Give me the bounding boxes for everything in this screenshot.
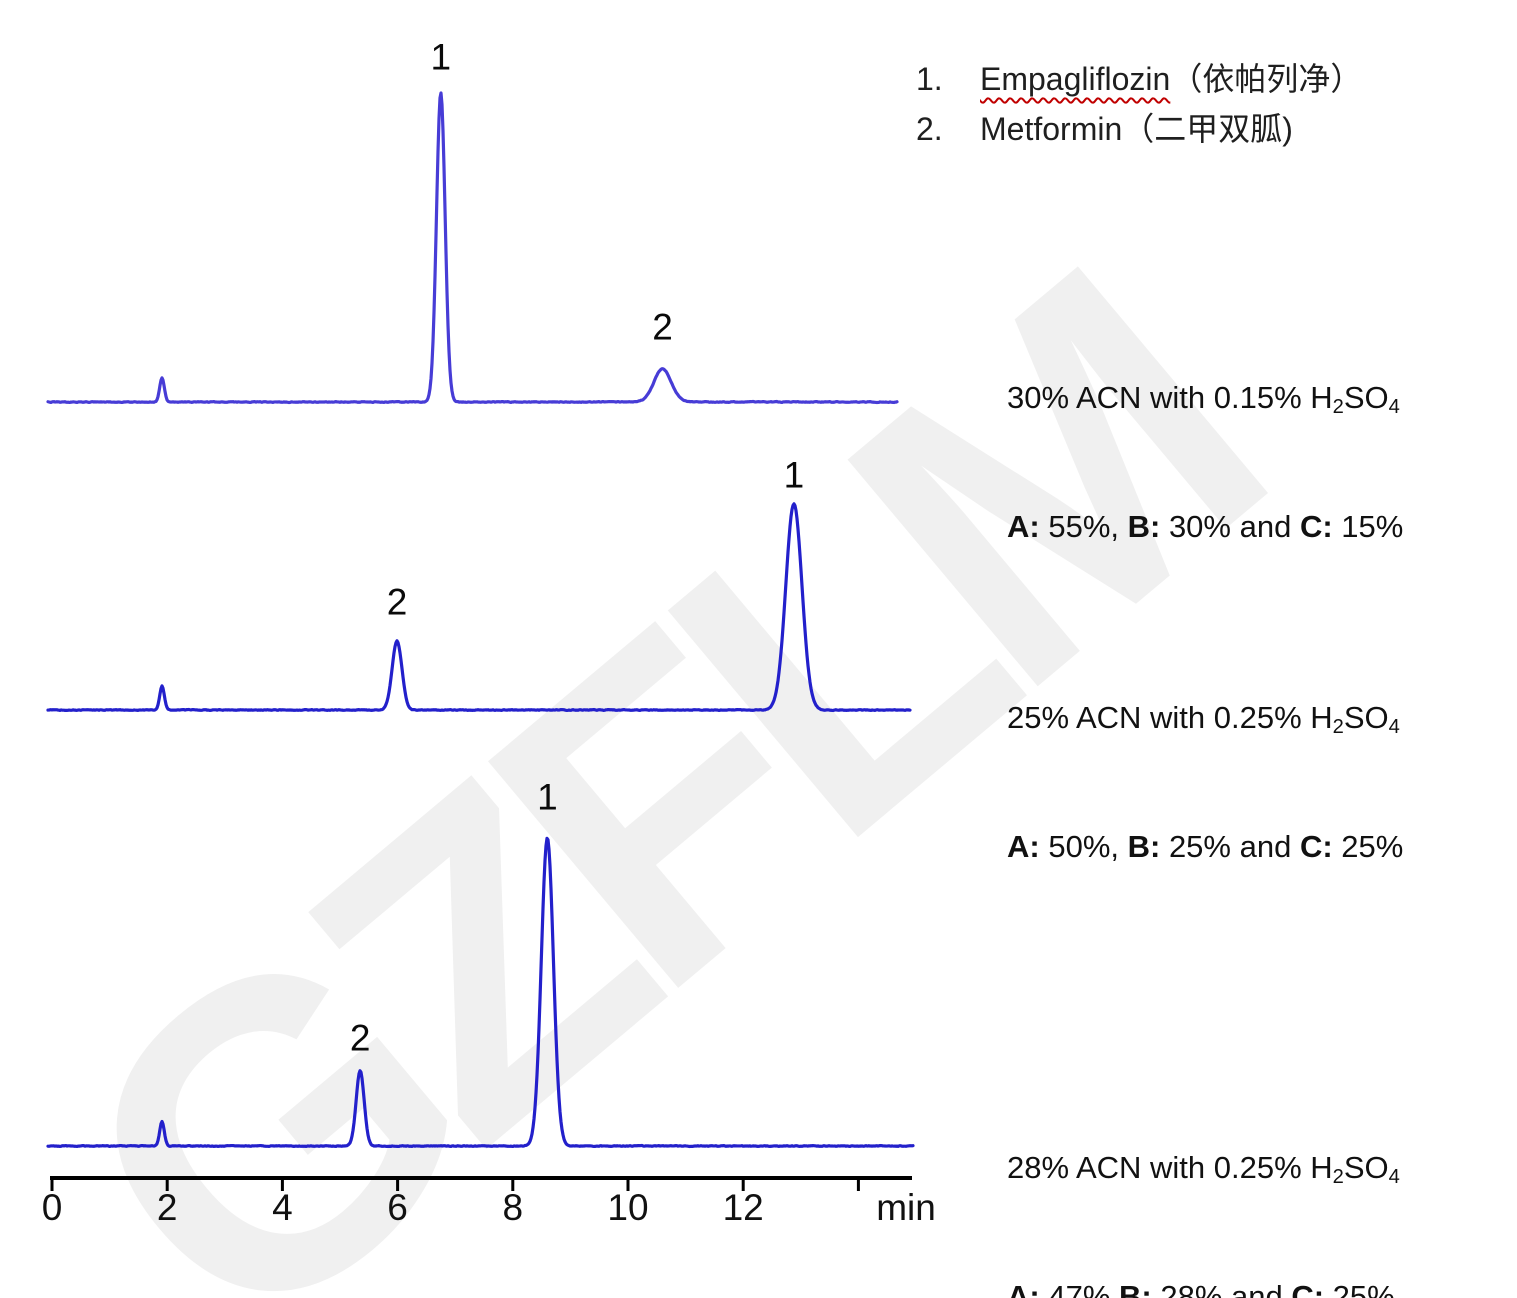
- legend-item: 1. Empagliflozin（依帕列净）: [916, 54, 1362, 104]
- gradient-line: A: 47% B: 28% and C: 25%: [1007, 1277, 1400, 1298]
- peak-label-2-trace-2: 2: [387, 582, 408, 623]
- peak-label-2-trace-3: 2: [350, 1018, 371, 1059]
- subscript: 4: [1388, 1166, 1400, 1189]
- gradient-c-value: 25%: [1332, 829, 1404, 865]
- legend-item-name: Empagliflozin: [980, 61, 1171, 97]
- legend-item: 2. Metformin（二甲双胍): [916, 104, 1362, 154]
- mobile-phase-text: 25% ACN with 0.25% H: [1007, 700, 1333, 735]
- x-axis-tick-label: 6: [387, 1187, 408, 1228]
- trace-path-2: [46, 502, 912, 713]
- condition-annotation-2: 25% ACN with 0.25% H2SO4 A: 50%, B: 25% …: [1007, 618, 1403, 947]
- gradient-line: A: 55%, B: 30% and C: 15%: [1007, 507, 1403, 547]
- gradient-a-label: A:: [1007, 509, 1040, 545]
- subscript: 4: [1388, 396, 1400, 419]
- x-axis-tick-label: 10: [607, 1187, 648, 1228]
- subscript: 4: [1388, 716, 1400, 739]
- trace-path-3: [46, 836, 915, 1149]
- gradient-a-value: 47%: [1039, 1279, 1119, 1298]
- legend-item-name-cn: （依帕列净）: [1170, 61, 1363, 97]
- compound-legend: 1. Empagliflozin（依帕列净） 2. Metformin（二甲双胍…: [916, 54, 1362, 154]
- mobile-phase-text: SO: [1343, 700, 1389, 735]
- mobile-phase-line: 30% ACN with 0.15% H2SO4: [1007, 378, 1403, 427]
- gradient-b-value: 28% and: [1151, 1279, 1292, 1298]
- x-axis-tick-label: 0: [42, 1187, 63, 1228]
- gradient-c-label: C:: [1299, 829, 1333, 865]
- peak-label-2-trace-1: 2: [652, 307, 673, 348]
- subscript: 2: [1332, 396, 1344, 419]
- gradient-a-value: 50%,: [1039, 829, 1128, 865]
- mobile-phase-text: 30% ACN with 0.15% H: [1007, 380, 1333, 415]
- mobile-phase-text: 28% ACN with 0.25% H: [1007, 1150, 1333, 1185]
- mobile-phase-line: 28% ACN with 0.25% H2SO4: [1007, 1148, 1400, 1197]
- x-axis-tick-label: 12: [723, 1187, 764, 1228]
- trace-path-1: [46, 91, 899, 405]
- gradient-b-label: B:: [1127, 829, 1161, 865]
- x-axis-unit-label: min: [876, 1187, 936, 1228]
- gradient-b-value: 30% and: [1160, 509, 1300, 545]
- legend-item-text: Empagliflozin（依帕列净）: [980, 54, 1362, 104]
- gradient-b-value: 25% and: [1160, 829, 1300, 865]
- gradient-a-label: A:: [1007, 829, 1040, 865]
- x-axis-tick-label: 2: [157, 1187, 178, 1228]
- gradient-c-label: C:: [1291, 1279, 1325, 1298]
- legend-item-number: 1.: [916, 61, 943, 97]
- subscript: 2: [1332, 716, 1344, 739]
- gradient-line: A: 50%, B: 25% and C: 25%: [1007, 827, 1403, 867]
- peak-label-1-trace-2: 1: [784, 455, 805, 496]
- condition-annotation-1: 30% ACN with 0.15% H2SO4 A: 55%, B: 30% …: [1007, 298, 1403, 627]
- gradient-a-label: A:: [1007, 1279, 1040, 1298]
- mobile-phase-text: SO: [1343, 380, 1389, 415]
- gradient-b-label: B:: [1127, 509, 1161, 545]
- mobile-phase-text: SO: [1343, 1150, 1389, 1185]
- condition-annotation-3: 28% ACN with 0.25% H2SO4 A: 47% B: 28% a…: [1007, 1068, 1400, 1298]
- mobile-phase-line: 25% ACN with 0.25% H2SO4: [1007, 698, 1403, 747]
- gradient-b-label: B:: [1119, 1279, 1152, 1298]
- x-axis-tick-label: 4: [272, 1187, 293, 1228]
- legend-item-number: 2.: [916, 111, 943, 147]
- peak-label-1-trace-1: 1: [431, 37, 452, 78]
- legend-item-name: Metformin: [980, 111, 1123, 147]
- peak-label-1-trace-3: 1: [537, 777, 558, 818]
- gradient-a-value: 55%,: [1039, 509, 1128, 545]
- legend-item-name-cn: （二甲双胍): [1122, 111, 1293, 147]
- gradient-c-label: C:: [1299, 509, 1333, 545]
- gradient-c-value: 25%: [1324, 1279, 1395, 1298]
- x-axis-tick-label: 8: [503, 1187, 524, 1228]
- subscript: 2: [1332, 1166, 1344, 1189]
- legend-item-text: Metformin（二甲双胍): [980, 104, 1293, 154]
- gradient-c-value: 15%: [1332, 509, 1404, 545]
